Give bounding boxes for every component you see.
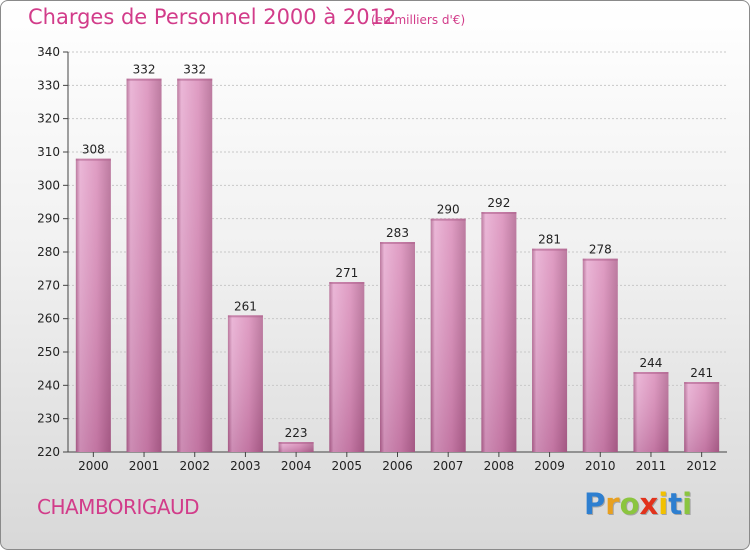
chart-title: Charges de Personnel 2000 à 2012: [28, 5, 397, 29]
y-tick-label: 270: [37, 278, 60, 292]
place-name: CHAMBORIGAUD: [37, 495, 200, 519]
bar-cap: [684, 382, 720, 384]
bar-shade: [582, 258, 618, 452]
data-label: 223: [285, 426, 308, 440]
y-tick-label: 250: [37, 345, 60, 359]
logo-letter: P: [584, 487, 606, 521]
x-tick-label: 2005: [332, 459, 363, 473]
x-tick-label: 2000: [78, 459, 109, 473]
bar-shade: [329, 282, 365, 452]
bar-shade: [481, 212, 517, 452]
y-tick-label: 320: [37, 112, 60, 126]
y-tick-label: 300: [37, 178, 60, 192]
y-tick-label: 230: [37, 412, 60, 426]
data-label: 244: [640, 356, 663, 370]
bar-cap: [380, 242, 415, 244]
y-tick-label: 220: [37, 445, 60, 459]
bar-cap: [532, 248, 568, 251]
data-label: 283: [386, 226, 409, 240]
bar-shade: [430, 218, 466, 452]
data-label: 332: [133, 63, 156, 77]
bar-shade: [177, 78, 213, 453]
bar-cap: [278, 442, 314, 444]
x-tick-label: 2001: [129, 459, 160, 473]
x-tick-label: 2011: [636, 459, 667, 473]
bar-cap: [582, 258, 618, 261]
x-tick-label: 2006: [382, 459, 413, 473]
bar-cap: [329, 282, 365, 284]
bar-cap: [633, 372, 669, 374]
logo-letter: o: [619, 487, 640, 521]
y-tick-label: 240: [37, 378, 60, 392]
y-tick-label: 330: [37, 78, 60, 92]
bar-cap: [227, 315, 263, 318]
bar-shade: [633, 372, 669, 452]
bar-cap: [126, 78, 162, 81]
x-tick-label: 2002: [179, 459, 210, 473]
x-tick-label: 2008: [484, 459, 515, 473]
y-tick-label: 310: [37, 145, 60, 159]
x-tick-label: 2004: [281, 459, 312, 473]
bar-shade: [532, 248, 568, 452]
bar-shade: [278, 442, 314, 452]
data-label: 292: [487, 196, 510, 210]
bar-cap: [430, 218, 466, 221]
y-tick-label: 290: [37, 212, 60, 226]
x-tick-label: 2009: [534, 459, 565, 473]
logo-letter: i: [682, 487, 693, 521]
labels: 220 230 240 250 260 270 280 290 300 310 320 330 340 3…: [37, 45, 717, 473]
bar-shade: [126, 78, 162, 453]
bar-shade: [75, 158, 111, 452]
data-label: 290: [437, 203, 460, 217]
data-label: 261: [234, 299, 257, 313]
chart-subtitle: (en milliers d'€): [371, 13, 466, 27]
logo-letter: r: [605, 487, 620, 521]
x-tick-label: 2010: [585, 459, 616, 473]
data-label: 281: [538, 233, 561, 247]
proxiti-logo: Proxiti: [584, 487, 692, 521]
y-tick-label: 340: [37, 45, 60, 59]
data-label: 271: [335, 266, 358, 280]
bar-cap: [481, 212, 517, 214]
logo-letter: i: [658, 487, 669, 521]
logo-letter: t: [668, 487, 683, 521]
bar-cap: [177, 78, 213, 81]
bars: [75, 78, 720, 453]
bar-shade: [684, 382, 720, 452]
data-label: 308: [82, 143, 105, 157]
bar-cap: [75, 158, 111, 161]
bar-shade: [227, 315, 263, 452]
y-tick-label: 260: [37, 312, 60, 326]
x-tick-label: 2012: [686, 459, 717, 473]
x-tick-label: 2003: [230, 459, 261, 473]
data-label: 332: [183, 63, 206, 77]
data-label: 278: [589, 243, 612, 257]
logo-letter: x: [639, 487, 659, 521]
data-label: 241: [690, 366, 713, 380]
bar-shade: [380, 242, 415, 452]
y-tick-label: 280: [37, 245, 60, 259]
x-tick-label: 2007: [433, 459, 464, 473]
